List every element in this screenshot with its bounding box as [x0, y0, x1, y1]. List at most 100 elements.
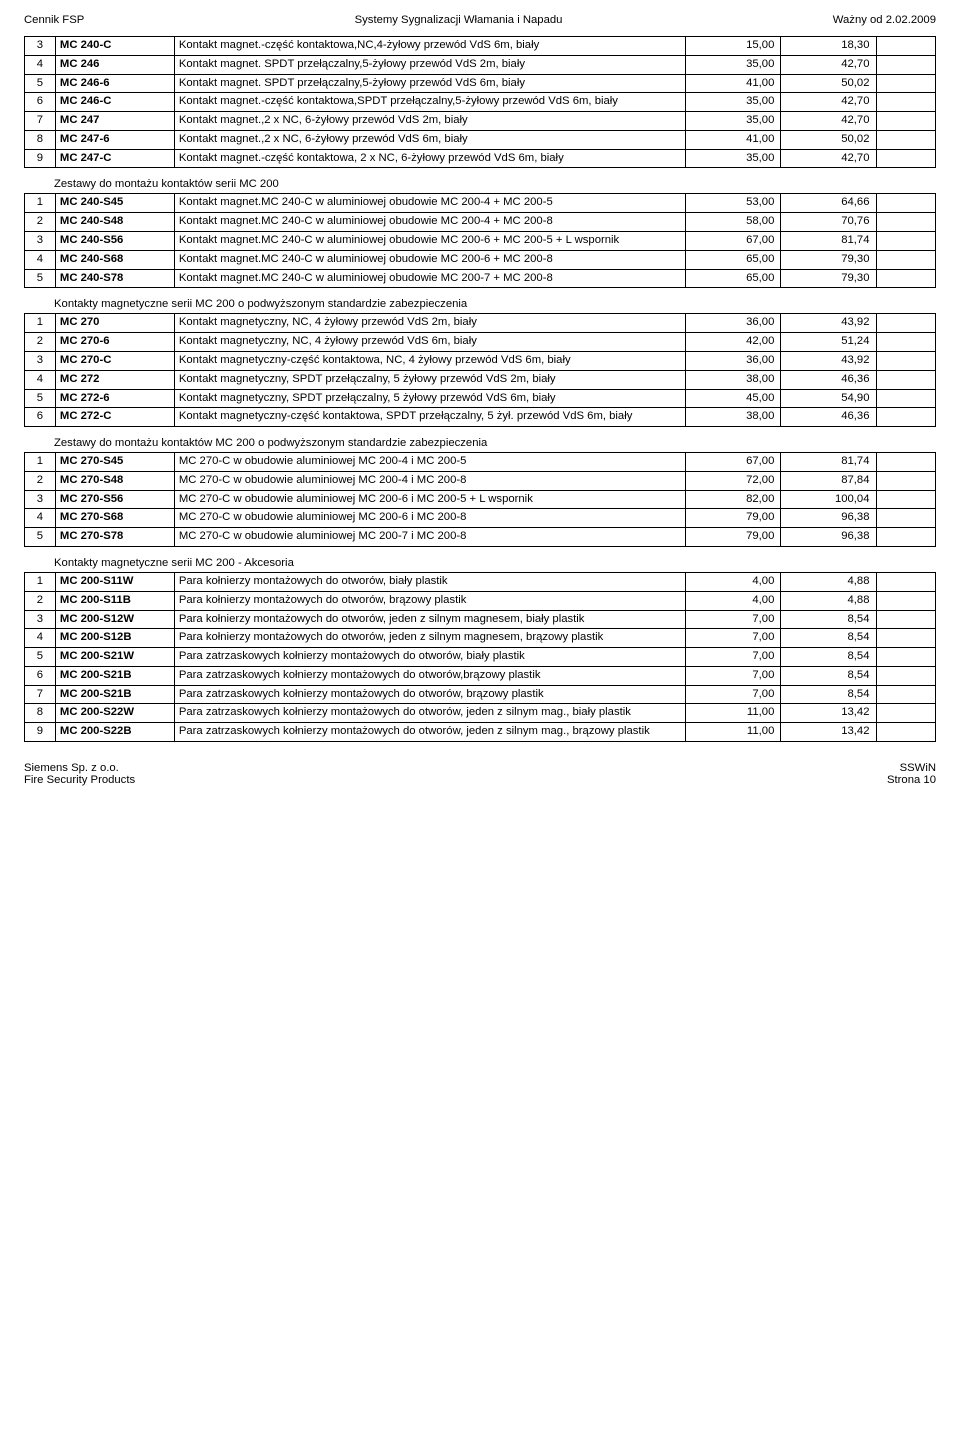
product-description: Kontakt magnet. SPDT przełączalny,5-żyło…	[174, 55, 685, 74]
product-code: MC 200-S21B	[55, 666, 174, 685]
product-code: MC 200-S21B	[55, 685, 174, 704]
price-2: 42,70	[781, 93, 876, 112]
product-code: MC 270-S56	[55, 490, 174, 509]
price-1: 42,00	[686, 333, 781, 352]
product-code: MC 240-S78	[55, 269, 174, 288]
price-1: 7,00	[686, 629, 781, 648]
row-number: 5	[25, 528, 56, 547]
price-2: 51,24	[781, 333, 876, 352]
footer-right-2: Strona 10	[887, 774, 936, 786]
row-number: 3	[25, 37, 56, 56]
product-code: MC 246-6	[55, 74, 174, 93]
row-number: 5	[25, 74, 56, 93]
blank-cell	[876, 269, 936, 288]
row-number: 6	[25, 408, 56, 427]
price-1: 41,00	[686, 130, 781, 149]
product-code: MC 200-S12B	[55, 629, 174, 648]
blank-cell	[876, 93, 936, 112]
price-2: 8,54	[781, 648, 876, 667]
product-description: Kontakt magnetyczny-część kontaktowa, NC…	[174, 351, 685, 370]
price-1: 35,00	[686, 55, 781, 74]
table-row: 7MC 247Kontakt magnet.,2 x NC, 6-żyłowy …	[25, 112, 936, 131]
blank-cell	[876, 666, 936, 685]
blank-cell	[876, 648, 936, 667]
row-number: 6	[25, 93, 56, 112]
price-1: 58,00	[686, 213, 781, 232]
row-number: 1	[25, 572, 56, 591]
row-number: 4	[25, 250, 56, 269]
blank-cell	[876, 528, 936, 547]
price-1: 7,00	[686, 610, 781, 629]
blank-cell	[876, 55, 936, 74]
product-description: Kontakt magnet.MC 240-C w aluminiowej ob…	[174, 194, 685, 213]
row-number: 4	[25, 55, 56, 74]
section-title: Kontakty magnetyczne serii MC 200 - Akce…	[54, 557, 936, 569]
product-description: Para zatrzaskowych kołnierzy montażowych…	[174, 704, 685, 723]
row-number: 2	[25, 213, 56, 232]
price-2: 4,88	[781, 591, 876, 610]
table-row: 6MC 246-CKontakt magnet.-część kontaktow…	[25, 93, 936, 112]
product-code: MC 240-S68	[55, 250, 174, 269]
product-description: Kontakt magnet.,2 x NC, 6-żyłowy przewód…	[174, 112, 685, 131]
table-row: 7MC 200-S21BPara zatrzaskowych kołnierzy…	[25, 685, 936, 704]
price-1: 35,00	[686, 112, 781, 131]
table-row: 1MC 240-S45Kontakt magnet.MC 240-C w alu…	[25, 194, 936, 213]
product-code: MC 272-C	[55, 408, 174, 427]
section-title: Kontakty magnetyczne serii MC 200 o podw…	[54, 298, 936, 310]
row-number: 2	[25, 333, 56, 352]
product-code: MC 247-C	[55, 149, 174, 168]
price-2: 42,70	[781, 149, 876, 168]
price-2: 8,54	[781, 666, 876, 685]
row-number: 6	[25, 666, 56, 685]
table-row: 3MC 270-S56MC 270-C w obudowie aluminiow…	[25, 490, 936, 509]
price-2: 46,36	[781, 408, 876, 427]
product-description: Para zatrzaskowych kołnierzy montażowych…	[174, 685, 685, 704]
price-2: 54,90	[781, 389, 876, 408]
product-description: Kontakt magnet.,2 x NC, 6-żyłowy przewód…	[174, 130, 685, 149]
product-description: Kontakt magnet.-część kontaktowa,SPDT pr…	[174, 93, 685, 112]
table-row: 5MC 240-S78Kontakt magnet.MC 240-C w alu…	[25, 269, 936, 288]
blank-cell	[876, 370, 936, 389]
price-2: 8,54	[781, 629, 876, 648]
price-1: 15,00	[686, 37, 781, 56]
product-code: MC 200-S22W	[55, 704, 174, 723]
price-1: 41,00	[686, 74, 781, 93]
table-row: 3MC 270-CKontakt magnetyczny-część konta…	[25, 351, 936, 370]
footer-left-1: Siemens Sp. z o.o.	[24, 762, 135, 774]
price-table: 3MC 240-CKontakt magnet.-część kontaktow…	[24, 36, 936, 168]
price-1: 11,00	[686, 704, 781, 723]
price-1: 82,00	[686, 490, 781, 509]
price-1: 38,00	[686, 408, 781, 427]
page-header: Cennik FSP Systemy Sygnalizacji Włamania…	[24, 14, 936, 26]
product-description: Kontakt magnetyczny-część kontaktowa, SP…	[174, 408, 685, 427]
price-1: 38,00	[686, 370, 781, 389]
price-1: 11,00	[686, 723, 781, 742]
row-number: 2	[25, 591, 56, 610]
blank-cell	[876, 509, 936, 528]
row-number: 3	[25, 351, 56, 370]
row-number: 7	[25, 685, 56, 704]
price-2: 46,36	[781, 370, 876, 389]
product-code: MC 240-S56	[55, 232, 174, 251]
price-2: 100,04	[781, 490, 876, 509]
row-number: 5	[25, 389, 56, 408]
product-description: Para zatrzaskowych kołnierzy montażowych…	[174, 666, 685, 685]
price-2: 13,42	[781, 704, 876, 723]
product-code: MC 270-S68	[55, 509, 174, 528]
product-description: Para kołnierzy montażowych do otworów, b…	[174, 572, 685, 591]
row-number: 3	[25, 232, 56, 251]
price-2: 70,76	[781, 213, 876, 232]
product-code: MC 270-S78	[55, 528, 174, 547]
price-1: 72,00	[686, 471, 781, 490]
product-description: Kontakt magnetyczny, SPDT przełączalny, …	[174, 370, 685, 389]
table-row: 3MC 240-S56Kontakt magnet.MC 240-C w alu…	[25, 232, 936, 251]
row-number: 3	[25, 490, 56, 509]
product-description: Kontakt magnet.MC 240-C w aluminiowej ob…	[174, 269, 685, 288]
row-number: 8	[25, 704, 56, 723]
table-row: 4MC 270-S68MC 270-C w obudowie aluminiow…	[25, 509, 936, 528]
table-row: 2MC 270-S48MC 270-C w obudowie aluminiow…	[25, 471, 936, 490]
blank-cell	[876, 250, 936, 269]
blank-cell	[876, 232, 936, 251]
product-description: Kontakt magnet.MC 240-C w aluminiowej ob…	[174, 232, 685, 251]
table-row: 4MC 246Kontakt magnet. SPDT przełączalny…	[25, 55, 936, 74]
